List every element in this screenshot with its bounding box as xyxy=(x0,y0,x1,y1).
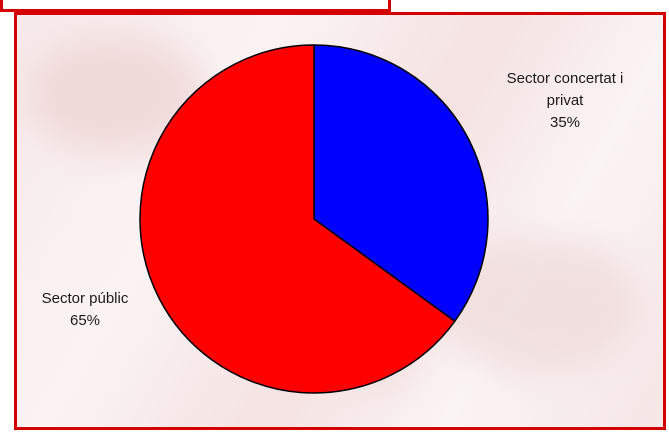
header-tab-frame xyxy=(0,0,391,12)
slice-percent-label: 35% xyxy=(549,114,581,131)
pie-slice xyxy=(313,44,489,323)
slice-percent-label: 65% xyxy=(69,312,101,329)
slice-label-public: Sector públic 65% xyxy=(20,288,150,332)
slice-label-concertat: Sector concertat i privat 35% xyxy=(470,68,660,134)
slice-label-line: Sector públic xyxy=(41,290,129,307)
slice-label-line: privat xyxy=(546,92,584,109)
slice-label-line: Sector concertat i xyxy=(506,70,624,87)
pie-slice xyxy=(139,44,456,394)
